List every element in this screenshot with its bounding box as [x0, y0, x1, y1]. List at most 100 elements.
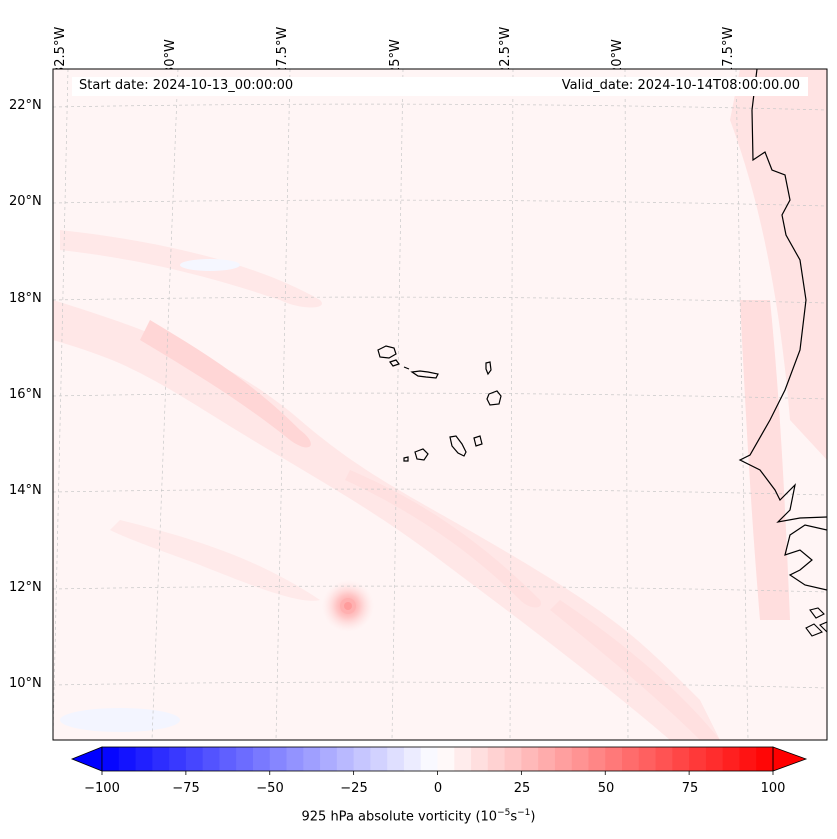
colorbar-tick-label: 100 [760, 781, 786, 796]
colorbar-step [554, 747, 573, 771]
gridline-lat [53, 199, 827, 207]
vorticity-band [53, 300, 720, 740]
gridline-lon [53, 69, 69, 740]
colorbar-step [169, 747, 187, 771]
colorbar-tick-label: −75 [172, 781, 200, 796]
colorbar-step [471, 747, 489, 771]
colorbar-step [638, 747, 657, 771]
colorbar-tick-label: 0 [433, 781, 443, 796]
colorbar-ticks [101, 771, 774, 775]
colorbar-title-exp2: −1 [517, 808, 531, 818]
gridline-lat [53, 585, 827, 593]
colorbar-step [437, 747, 455, 771]
island-maio [473, 435, 483, 447]
island-sao-vicente [389, 359, 400, 367]
colorbar-step [219, 747, 237, 771]
colorbar-step [672, 747, 690, 771]
colorbar-step [588, 747, 606, 771]
colorbar-extend-max [772, 746, 808, 772]
colorbar-step [252, 747, 271, 771]
colorbar-step [152, 747, 170, 771]
colorbar-step [756, 747, 774, 771]
lat-label-18n: 18°N [9, 291, 42, 306]
gridline-lon [624, 69, 629, 740]
negative-vorticity-patch [60, 708, 180, 732]
island-santa-luzia [403, 366, 410, 370]
island-santiago [449, 435, 467, 457]
island-sal [485, 361, 492, 376]
colorbar-tick-label: 25 [513, 781, 531, 796]
colorbar-step [370, 747, 388, 771]
colorbar-step [403, 747, 422, 771]
date-banner [72, 77, 808, 96]
colorbar-tick-label: 50 [597, 781, 615, 796]
lat-label-14n: 14°N [9, 483, 42, 498]
colorbar-step [269, 747, 288, 771]
island-boa-vista [486, 390, 502, 406]
colorbar-step [655, 747, 673, 771]
vorticity-band [740, 300, 790, 620]
colorbar-tick-label: −100 [84, 781, 120, 796]
gridline-lat [53, 392, 827, 400]
lat-label-22n: 22°N [9, 98, 42, 113]
colorbar-step [336, 747, 355, 771]
vorticity-band [730, 69, 827, 460]
colorbar-step [320, 747, 338, 771]
colorbar-title-unit: s [510, 809, 518, 825]
gridline-lon [275, 69, 291, 740]
colorbar-step [286, 747, 304, 771]
start-date: Start date: 2024-10-13_00:00:00 [79, 78, 294, 93]
colorbar-step [185, 747, 204, 771]
colorbar-step [722, 747, 740, 771]
colorbar-step [605, 747, 623, 771]
vorticity-band [550, 600, 720, 740]
island-brava [403, 456, 409, 462]
vorticity-band [110, 520, 320, 601]
colorbar-steps [102, 747, 774, 771]
colorbar-step [504, 747, 522, 771]
colorbar-step [236, 747, 254, 771]
lat-label-10n: 10°N [9, 676, 42, 691]
colorbar [70, 746, 808, 775]
colorbar-title-main: 925 hPa absolute vorticity (10 [301, 809, 498, 825]
island-sao-nicolau [410, 370, 439, 379]
colorbar-step [102, 747, 120, 771]
colorbar-step [420, 747, 438, 771]
gridline-lon [509, 69, 514, 740]
vorticity-field [53, 69, 827, 740]
colorbar-step [135, 747, 153, 771]
colorbar-step [202, 747, 220, 771]
lat-label-16n: 16°N [9, 387, 42, 402]
african-coastline [738, 69, 827, 523]
gridline-lat [53, 681, 827, 689]
colorbar-tick-label: 75 [681, 781, 699, 796]
colorbar-tick-label: −50 [256, 781, 284, 796]
african-coastline-south [784, 524, 827, 591]
colorbar-step [622, 747, 640, 771]
valid-date: Valid_date: 2024-10-14T08:00:00.00 [561, 78, 800, 93]
colorbar-step [689, 747, 707, 771]
negative-vorticity-patch [180, 259, 240, 271]
gridline-lon [151, 69, 179, 740]
lat-label-20n: 20°N [9, 194, 42, 209]
vorticity-band [140, 320, 311, 448]
bissagos-islands [805, 607, 827, 637]
map-frame [52, 68, 828, 741]
vorticity-maximum-core [344, 602, 352, 610]
gridline-lon [735, 69, 749, 740]
colorbar-step [353, 747, 371, 771]
colorbar-step [521, 747, 539, 771]
cabo-verde-islands [377, 345, 502, 462]
colorbar-step [571, 747, 589, 771]
colorbar-step [705, 747, 724, 771]
colorbar-extend-min [70, 746, 103, 772]
colorbar-title-exp1: −5 [497, 808, 511, 818]
colorbar-tick-label: −25 [340, 781, 368, 796]
colorbar-step [303, 747, 321, 771]
colorbar-step [387, 747, 405, 771]
colorbar-step [118, 747, 137, 771]
colorbar-step [487, 747, 506, 771]
colorbar-step [454, 747, 472, 771]
